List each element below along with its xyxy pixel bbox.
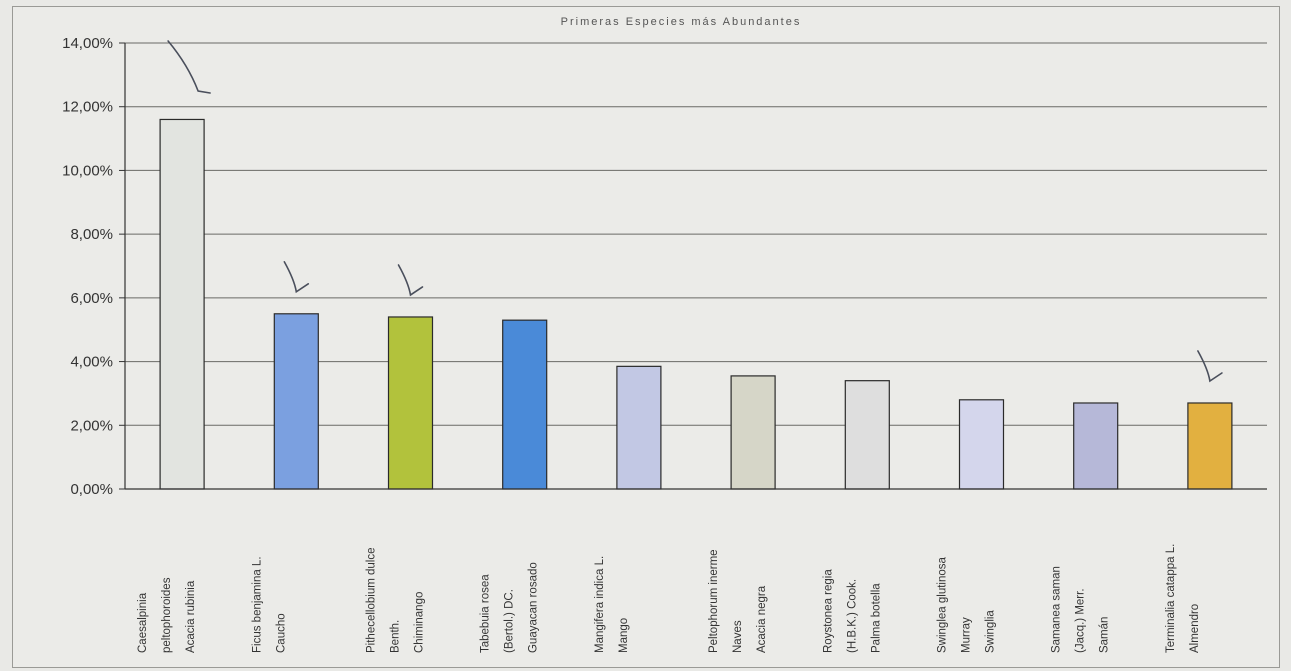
bar-8 [958,399,1005,490]
bars [159,118,1233,490]
y-tick-label: 10,00% [62,162,113,179]
x-category-label-line: Acacia rubinia [185,580,197,653]
x-category-label: Peltophorum inerme Naves Acacia negra [708,549,768,653]
x-category-label: Ficus benjamina L. Caucho [251,556,287,653]
x-category-label: Tabebuia rosea (Bertol.) DC. Guayacan rosa… [480,562,540,653]
x-category-label-line: Samanea saman [1051,566,1063,653]
chart-title: Primeras Especies más Abundantes [561,16,802,28]
x-category-label: Caesalpinia peltophoroides Acacia rubinia [137,577,197,653]
bar-1 [159,118,205,490]
x-category-label-line: Mango [618,618,630,653]
y-tick-label: 8,00% [70,226,113,243]
y-tick-label: 4,00% [70,354,113,371]
x-category-label-line: Acacia negra [756,585,768,653]
y-tick-label: 6,00% [70,290,113,307]
handwritten-checkmarks [167,40,1223,383]
x-category-label-line: Benth. [390,620,402,653]
checkmark [167,40,211,94]
y-tick-labels: 0,00% 2,00% 4,00% 6,00% 8,00% 10,00% 12,00% 14,… [62,35,113,498]
y-tick-label: 0,00% [70,481,113,498]
x-category-label: Swinglea glutinosa Murray Swinglia [937,556,997,653]
x-category-labels: Caesalpinia peltophoroides Acacia rubinia F… [137,544,1201,653]
x-category-label: Terminalia catappa L. Almendro [1165,544,1201,653]
bar-9 [1073,402,1119,490]
x-category-label-line: peltophoroides [161,577,173,653]
x-category-label: Roystonea regia (H.B.K.) Cook. Palma botel… [822,569,882,653]
axes [124,43,1267,490]
x-category-label-line: Palma botella [870,583,882,653]
x-category-label-line: (H.B.K.) Cook. [846,579,858,653]
x-category-label: Pithecellobium dulce Benth. Chiminango [366,548,426,653]
x-category-label-line: Caucho [275,613,287,653]
x-category-label-line: Naves [732,620,744,653]
x-category-label-line: Peltophorum inerme [708,549,720,653]
x-category-label-line: Ficus benjamina L. [251,556,263,653]
x-category-label-line: Almendro [1189,604,1201,653]
checkmark [283,260,310,294]
x-category-label: Mangifera indica L. Mango [594,556,630,653]
x-category-label-line: Murray [961,617,973,653]
bar-6 [730,375,776,490]
bar-chart: Primeras Especies más Abundantes 0,00% 2,… [62,16,1267,653]
x-category-label-line: Guayacan rosado [528,562,540,653]
checkmark [1197,350,1223,383]
checkmark [397,264,424,297]
x-category-label: Samanea saman (Jacq.) Merr. Samán [1051,566,1111,653]
bar-3 [387,316,434,490]
x-category-label-line: Mangifera indica L. [594,556,606,653]
bar-4 [502,319,548,490]
chart-frame: Primeras Especies más Abundantes 0,00% 2,… [12,6,1280,668]
bar-5 [616,365,662,490]
x-category-label-line: Terminalia catappa L. [1165,544,1177,653]
x-category-label-line: (Bertol.) DC. [504,589,516,653]
y-tick-label: 12,00% [62,99,113,116]
x-category-label-line: Swinglia [985,610,997,653]
x-category-label-line: Caesalpinia [137,592,149,653]
y-tick-label: 14,00% [62,35,113,52]
bar-10 [1187,402,1233,490]
x-category-label-line: (Jacq.) Merr. [1075,588,1087,653]
x-category-label-line: Swinglea glutinosa [937,556,949,653]
x-category-label-line: Pithecellobium dulce [366,548,378,653]
x-category-label-line: Tabebuia rosea [480,574,492,653]
x-category-label-line: Roystonea regia [822,569,834,653]
y-tick-label: 2,00% [70,417,113,434]
bar-7 [844,380,890,490]
x-category-label-line: Chiminango [414,592,426,653]
bar-2 [273,313,319,490]
x-category-label-line: Samán [1099,617,1111,653]
